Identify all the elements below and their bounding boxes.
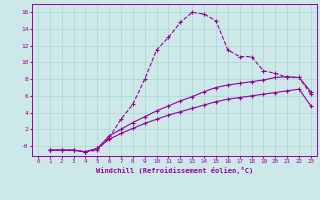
X-axis label: Windchill (Refroidissement éolien,°C): Windchill (Refroidissement éolien,°C) xyxy=(96,167,253,174)
